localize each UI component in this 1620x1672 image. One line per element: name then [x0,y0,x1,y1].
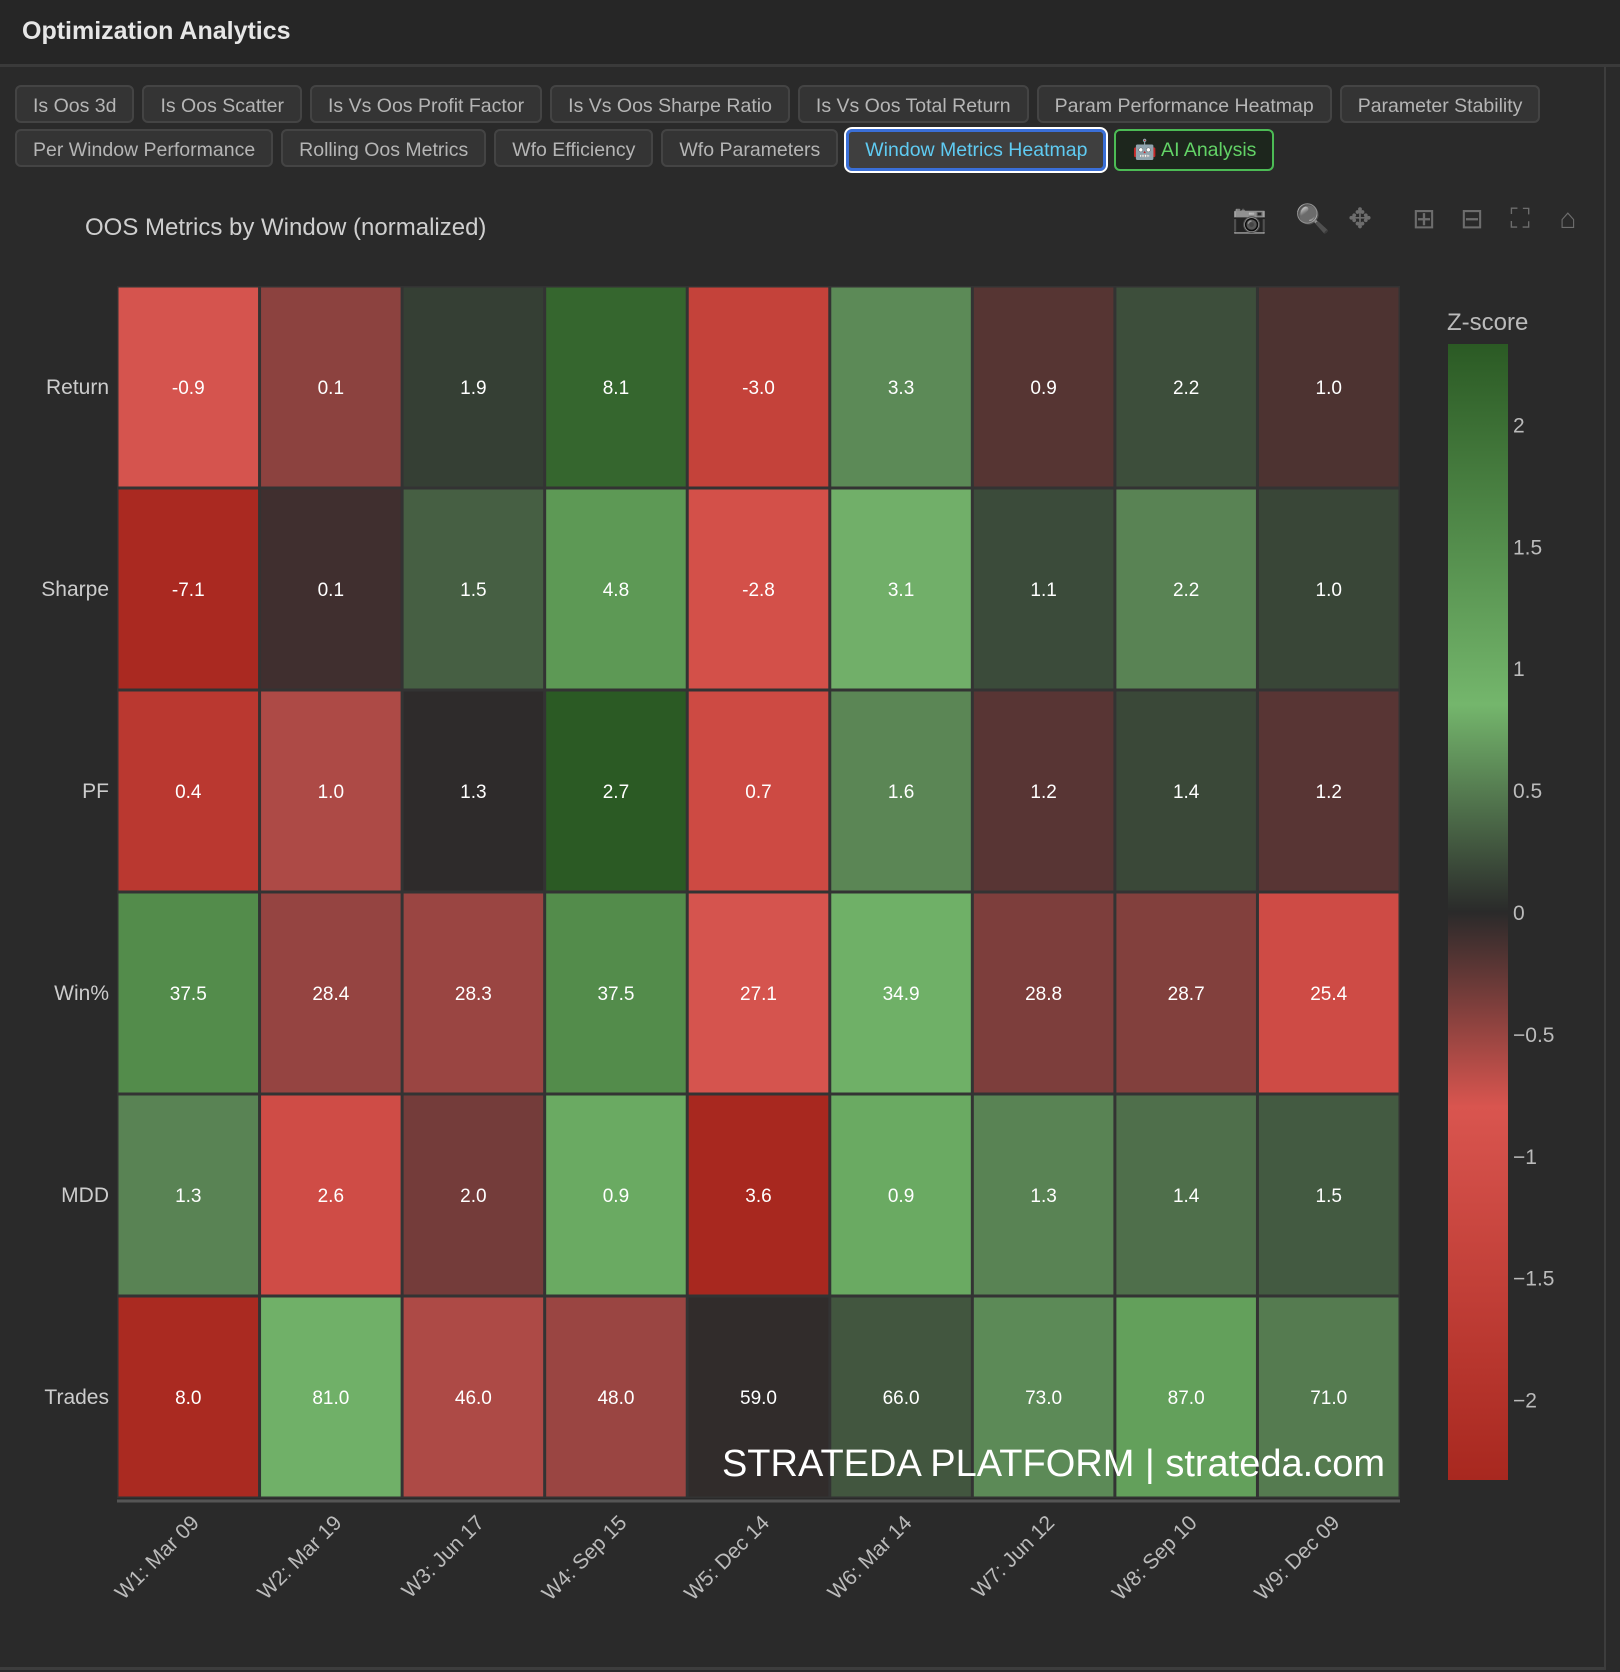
tab-param-performance-heatmap[interactable]: Param Performance Heatmap [1036,85,1332,123]
tab-is-vs-oos-profit-factor[interactable]: Is Vs Oos Profit Factor [310,85,543,123]
tab-rolling-oos-metrics[interactable]: Rolling Oos Metrics [281,129,487,167]
camera-icon[interactable]: 📷 [1232,203,1267,234]
tab-wfo-parameters[interactable]: Wfo Parameters [661,129,839,167]
tab-wfo-efficiency[interactable]: Wfo Efficiency [494,129,654,167]
chart-title: OOS Metrics by Window (normalized) [85,214,487,241]
zoom-out-icon[interactable]: ⊟ [1460,203,1484,234]
app-title-bar: Optimization Analytics [0,0,1620,67]
app-title: Optimization Analytics [22,17,291,45]
zoom-icon[interactable]: 🔍 [1295,203,1330,234]
tab-per-window-performance[interactable]: Per Window Performance [15,129,274,167]
tab-window-metrics-heatmap[interactable]: Window Metrics Heatmap [844,127,1109,173]
chart-panel [0,67,1606,1670]
zoom-in-icon[interactable]: ⊞ [1412,203,1436,234]
pan-icon[interactable]: ✥ [1348,203,1372,234]
tab-is-vs-oos-total-return[interactable]: Is Vs Oos Total Return [797,85,1029,123]
tab-parameter-stability[interactable]: Parameter Stability [1339,85,1541,123]
autoscale-icon[interactable]: ⛶ [1510,203,1530,234]
tab-is-oos-scatter[interactable]: Is Oos Scatter [142,85,303,123]
tab-ai-analysis[interactable]: 🤖 AI Analysis [1114,129,1275,171]
home-icon[interactable]: ⌂ [1559,203,1577,234]
tab-is-vs-oos-sharpe-ratio[interactable]: Is Vs Oos Sharpe Ratio [550,85,790,123]
tab-is-oos-3d[interactable]: Is Oos 3d [15,85,135,123]
chart-tabs: Is Oos 3d Is Oos Scatter Is Vs Oos Profit … [15,85,1595,173]
